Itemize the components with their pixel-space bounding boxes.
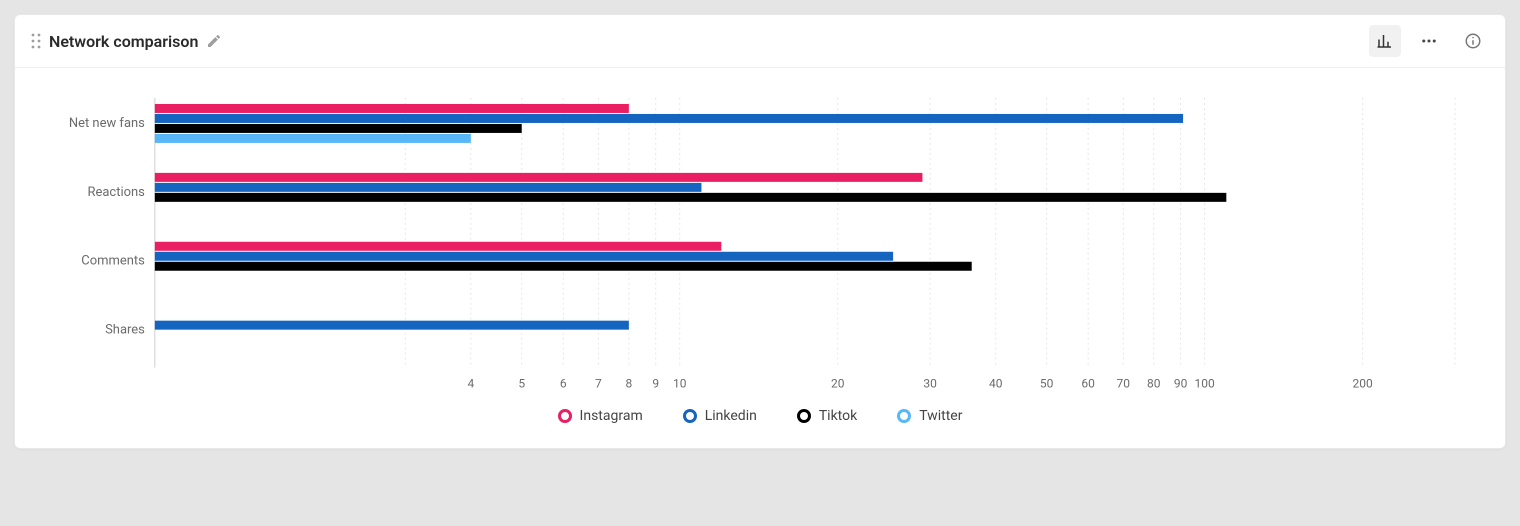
- x-tick-label: 70: [1117, 377, 1131, 391]
- x-tick-label: 90: [1174, 377, 1188, 391]
- x-tick-label: 20: [831, 377, 845, 391]
- info-icon[interactable]: [1457, 25, 1489, 57]
- more-icon[interactable]: [1413, 25, 1445, 57]
- chart-card: Network comparison: [14, 14, 1506, 449]
- x-tick-label: 5: [518, 377, 525, 391]
- legend: Instagram Linkedin Tiktok Twitter: [35, 408, 1485, 424]
- legend-label: Linkedin: [705, 408, 757, 424]
- bar: [155, 252, 893, 261]
- chart-area: Net new fans Reactions Comments Shares 4 5 6 7 8…: [15, 68, 1505, 448]
- bar: [155, 114, 1183, 123]
- legend-label: Twitter: [919, 408, 962, 424]
- chart-type-icon[interactable]: [1369, 25, 1401, 57]
- bar: [155, 124, 522, 133]
- x-tick-label: 100: [1195, 377, 1215, 391]
- x-tick-label: 40: [989, 377, 1003, 391]
- x-tick-label: 30: [923, 377, 937, 391]
- x-tick-label: 60: [1081, 377, 1095, 391]
- header-left: Network comparison: [31, 32, 222, 51]
- drag-handle-icon[interactable]: [31, 33, 41, 49]
- category-label: Comments: [81, 254, 145, 269]
- legend-item[interactable]: Linkedin: [683, 408, 757, 424]
- bar: [155, 242, 721, 251]
- bar: [155, 183, 702, 192]
- edit-icon[interactable]: [206, 33, 222, 49]
- x-tick-label: 50: [1040, 377, 1054, 391]
- x-tick-label: 200: [1353, 377, 1373, 391]
- legend-item[interactable]: Twitter: [897, 408, 962, 424]
- category-label: Shares: [105, 323, 145, 338]
- bar: [155, 262, 972, 271]
- card-title: Network comparison: [49, 32, 198, 51]
- bar: [155, 193, 1226, 202]
- x-tick-label: 9: [652, 377, 659, 391]
- header-right: [1369, 25, 1489, 57]
- x-tick-label: 7: [595, 377, 602, 391]
- card-header: Network comparison: [15, 15, 1505, 68]
- bar: [155, 173, 923, 182]
- x-tick-label: 10: [673, 377, 687, 391]
- x-tick-label: 4: [467, 377, 474, 391]
- legend-label: Tiktok: [819, 408, 857, 424]
- legend-item[interactable]: Tiktok: [797, 408, 857, 424]
- legend-swatch-icon: [897, 409, 911, 423]
- category-label: Net new fans: [69, 116, 145, 131]
- legend-label: Instagram: [580, 408, 643, 424]
- legend-swatch-icon: [797, 409, 811, 423]
- bar: [155, 321, 629, 330]
- legend-item[interactable]: Instagram: [558, 408, 643, 424]
- x-tick-label: 80: [1147, 377, 1161, 391]
- x-tick-label: 8: [625, 377, 632, 391]
- category-label: Reactions: [87, 185, 145, 200]
- bar: [155, 104, 629, 113]
- x-tick-label: 6: [560, 377, 567, 391]
- bar-chart: Net new fans Reactions Comments Shares 4 5 6 7 8…: [35, 84, 1485, 398]
- bar: [155, 134, 471, 143]
- legend-swatch-icon: [683, 409, 697, 423]
- legend-swatch-icon: [558, 409, 572, 423]
